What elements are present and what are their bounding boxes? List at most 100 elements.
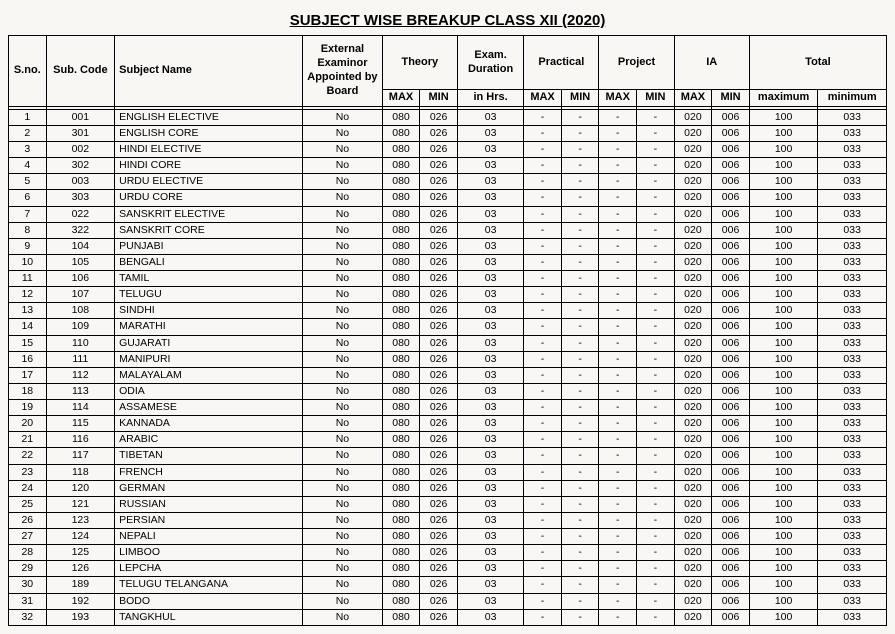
cell-ia-min: 006: [712, 545, 750, 561]
cell-theory-max: 080: [382, 303, 420, 319]
cell-subject: TELUGU TELANGANA: [115, 577, 303, 593]
cell-theory-max: 080: [382, 319, 420, 335]
cell-theory-min: 026: [420, 593, 458, 609]
cell-practical-max: -: [524, 480, 562, 496]
hdr-theory: Theory: [382, 36, 457, 90]
cell-sno: 30: [9, 577, 47, 593]
cell-project-max: -: [599, 367, 637, 383]
cell-practical-min: -: [561, 416, 599, 432]
cell-ia-min: 006: [712, 142, 750, 158]
cell-total-max: 100: [749, 529, 818, 545]
cell-practical-min: -: [561, 480, 599, 496]
cell-subject: FRENCH: [115, 464, 303, 480]
cell-sno: 18: [9, 383, 47, 399]
cell-ia-min: 006: [712, 400, 750, 416]
cell-external: No: [303, 400, 383, 416]
table-row: 13108SINDHINo08002603----020006100033: [9, 303, 887, 319]
cell-total-max: 100: [749, 271, 818, 287]
cell-external: No: [303, 206, 383, 222]
cell-ia-max: 020: [674, 400, 712, 416]
cell-total-max: 100: [749, 254, 818, 270]
cell-ia-min: 006: [712, 222, 750, 238]
cell-practical-min: -: [561, 448, 599, 464]
cell-practical-min: -: [561, 545, 599, 561]
cell-total-min: 033: [818, 416, 887, 432]
cell-theory-min: 026: [420, 238, 458, 254]
cell-duration: 03: [457, 367, 523, 383]
cell-project-min: -: [637, 512, 675, 528]
cell-duration: 03: [457, 319, 523, 335]
table-row: 8322SANSKRIT CORENo08002603----020006100…: [9, 222, 887, 238]
cell-ia-max: 020: [674, 206, 712, 222]
cell-code: 193: [46, 609, 115, 625]
cell-theory-min: 026: [420, 496, 458, 512]
cell-project-min: -: [637, 174, 675, 190]
cell-sno: 17: [9, 367, 47, 383]
cell-practical-max: -: [524, 464, 562, 480]
cell-theory-max: 080: [382, 496, 420, 512]
cell-practical-max: -: [524, 142, 562, 158]
cell-total-min: 033: [818, 238, 887, 254]
cell-theory-min: 026: [420, 303, 458, 319]
cell-duration: 03: [457, 125, 523, 141]
cell-duration: 03: [457, 206, 523, 222]
cell-practical-min: -: [561, 190, 599, 206]
cell-sno: 19: [9, 400, 47, 416]
cell-sno: 6: [9, 190, 47, 206]
cell-project-max: -: [599, 142, 637, 158]
cell-total-min: 033: [818, 383, 887, 399]
cell-theory-min: 026: [420, 158, 458, 174]
cell-total-max: 100: [749, 416, 818, 432]
cell-project-min: -: [637, 367, 675, 383]
cell-ia-max: 020: [674, 593, 712, 609]
cell-external: No: [303, 593, 383, 609]
table-row: 27124NEPALINo08002603----020006100033: [9, 529, 887, 545]
page-title: SUBJECT WISE BREAKUP CLASS XII (2020): [8, 12, 887, 29]
hdr-project: Project: [599, 36, 674, 90]
table-row: 20115KANNADANo08002603----020006100033: [9, 416, 887, 432]
cell-sno: 8: [9, 222, 47, 238]
cell-project-min: -: [637, 496, 675, 512]
cell-total-min: 033: [818, 190, 887, 206]
cell-duration: 03: [457, 254, 523, 270]
cell-ia-max: 020: [674, 512, 712, 528]
cell-practical-max: -: [524, 238, 562, 254]
hdr-total: Total: [749, 36, 886, 90]
cell-practical-max: -: [524, 158, 562, 174]
cell-external: No: [303, 303, 383, 319]
cell-sno: 5: [9, 174, 47, 190]
cell-theory-min: 026: [420, 287, 458, 303]
cell-theory-min: 026: [420, 561, 458, 577]
cell-project-min: -: [637, 577, 675, 593]
cell-project-min: -: [637, 206, 675, 222]
cell-subject: SANSKRIT CORE: [115, 222, 303, 238]
cell-theory-min: 026: [420, 125, 458, 141]
cell-theory-min: 026: [420, 190, 458, 206]
cell-total-min: 033: [818, 367, 887, 383]
cell-code: 111: [46, 351, 115, 367]
cell-subject: URDU ELECTIVE: [115, 174, 303, 190]
table-row: 28125LIMBOONo08002603----020006100033: [9, 545, 887, 561]
cell-code: 322: [46, 222, 115, 238]
cell-project-min: -: [637, 125, 675, 141]
cell-theory-min: 026: [420, 432, 458, 448]
cell-theory-max: 080: [382, 464, 420, 480]
table-row: 9104PUNJABINo08002603----020006100033: [9, 238, 887, 254]
cell-subject: SINDHI: [115, 303, 303, 319]
cell-theory-min: 026: [420, 545, 458, 561]
cell-duration: 03: [457, 609, 523, 625]
cell-total-min: 033: [818, 545, 887, 561]
cell-theory-max: 080: [382, 367, 420, 383]
cell-ia-max: 020: [674, 351, 712, 367]
hdr-project-min: MIN: [637, 90, 675, 107]
cell-duration: 03: [457, 545, 523, 561]
cell-subject: ENGLISH CORE: [115, 125, 303, 141]
cell-ia-max: 020: [674, 464, 712, 480]
cell-total-min: 033: [818, 512, 887, 528]
cell-practical-min: -: [561, 496, 599, 512]
cell-code: 116: [46, 432, 115, 448]
cell-practical-max: -: [524, 254, 562, 270]
cell-project-max: -: [599, 609, 637, 625]
cell-practical-min: -: [561, 142, 599, 158]
cell-duration: 03: [457, 448, 523, 464]
